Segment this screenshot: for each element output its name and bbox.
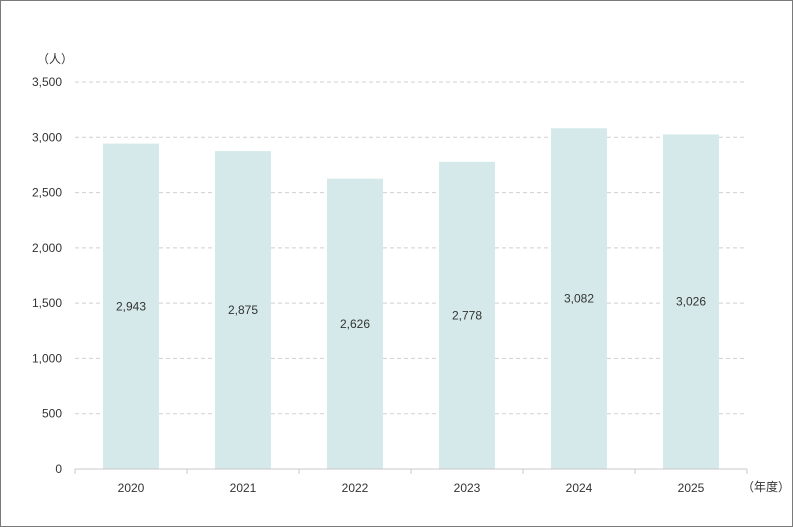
bar-2022 — [327, 178, 383, 469]
y-tick-labels: 0 500 1,000 1,500 2,000 2,500 3,000 3,500 — [32, 75, 62, 476]
bar-2024 — [551, 128, 607, 469]
data-labels: 2,943 2,875 2,626 2,778 3,082 3,026 — [116, 292, 706, 331]
data-label-2023: 2,778 — [452, 308, 482, 322]
data-label-2025: 3,026 — [676, 295, 706, 309]
y-tick-label: 1,000 — [32, 351, 62, 365]
y-axis-unit-label: （人） — [37, 52, 73, 66]
data-label-2024: 3,082 — [564, 292, 594, 306]
y-tick-label: 3,000 — [32, 130, 62, 144]
y-tick-label: 2,000 — [32, 241, 62, 255]
data-label-2021: 2,875 — [228, 303, 258, 317]
x-tick-label: 2024 — [566, 481, 593, 495]
x-tick-label: 2022 — [342, 481, 369, 495]
data-label-2020: 2,943 — [116, 299, 146, 313]
x-tick-label: 2020 — [118, 481, 145, 495]
y-tick-label: 1,500 — [32, 296, 62, 310]
y-tick-label: 500 — [42, 407, 62, 421]
bar-2023 — [439, 161, 495, 469]
bar-2021 — [215, 151, 271, 469]
bar-2020 — [103, 143, 159, 469]
x-tick-label: 2023 — [454, 481, 481, 495]
data-label-2022: 2,626 — [340, 317, 370, 331]
axes — [74, 468, 748, 474]
bars — [103, 128, 719, 469]
x-tick-labels: 2020 2021 2022 2023 2024 2025 — [118, 481, 705, 495]
y-tick-label: 0 — [55, 462, 62, 476]
bar-2025 — [663, 134, 719, 469]
gridlines — [75, 81, 747, 415]
y-tick-label: 3,500 — [32, 75, 62, 89]
x-tick-label: 2021 — [230, 481, 257, 495]
y-tick-label: 2,500 — [32, 186, 62, 200]
x-axis-unit-label: （年度） — [742, 479, 790, 494]
x-tick-label: 2025 — [678, 481, 705, 495]
